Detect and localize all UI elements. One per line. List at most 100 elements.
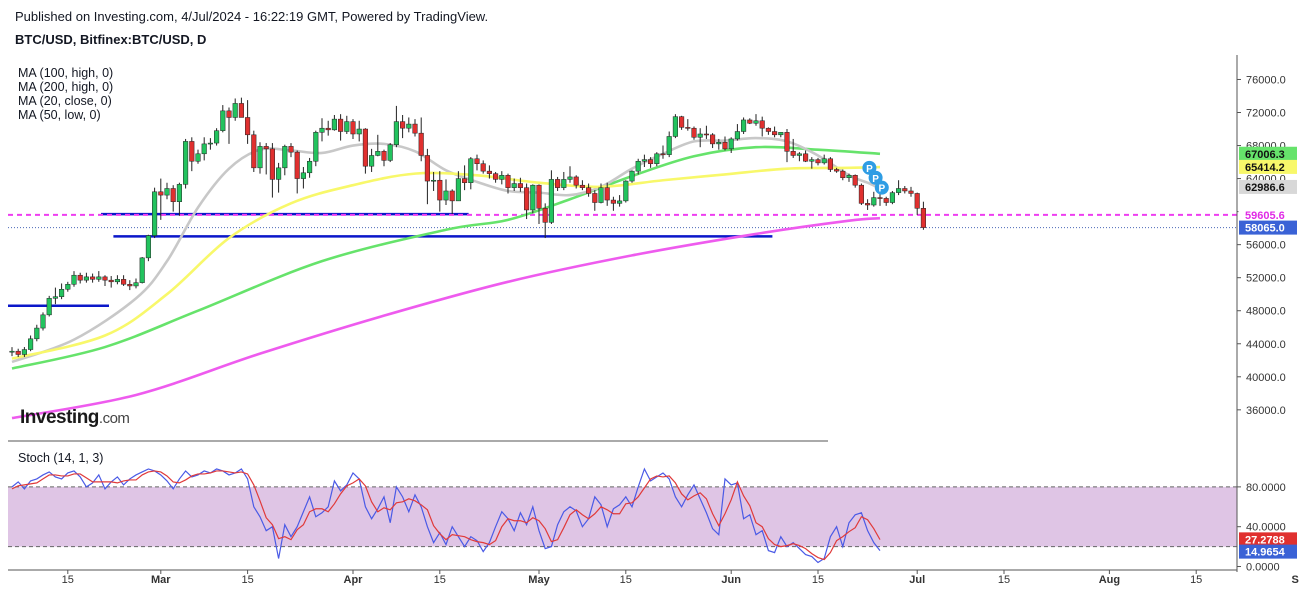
time-tick-label: Jul	[909, 574, 925, 586]
time-tick-label: Jun	[721, 574, 741, 586]
candle-body	[827, 158, 833, 170]
published-caption: Published on Investing.com, 4/Jul/2024 -…	[15, 9, 489, 24]
candle	[778, 132, 784, 138]
candle	[734, 124, 740, 141]
candle	[313, 130, 319, 167]
candle-body	[691, 127, 697, 138]
candle-body	[877, 197, 883, 199]
candle	[592, 190, 598, 211]
candle-body	[871, 197, 877, 206]
candle-body	[133, 282, 139, 287]
candle	[561, 171, 567, 191]
candle	[201, 137, 207, 161]
candle-body	[226, 110, 232, 118]
candle	[852, 174, 858, 188]
candle	[437, 171, 443, 212]
candle	[567, 166, 573, 183]
price-label-text: 58065.0	[1245, 223, 1285, 235]
time-tick-label: Mar	[151, 574, 171, 586]
candle	[914, 192, 920, 215]
candle	[431, 171, 437, 191]
candle-body	[617, 200, 623, 204]
candle-body	[139, 257, 145, 283]
candle	[356, 120, 362, 142]
candle	[300, 167, 306, 189]
candle	[815, 157, 821, 166]
candle	[586, 183, 592, 197]
price-tick-label: 72000.0	[1246, 108, 1286, 120]
candle	[486, 165, 492, 179]
stoch-k-line	[11, 467, 881, 564]
candle-body	[809, 159, 815, 162]
candle	[772, 126, 778, 138]
candle	[753, 114, 759, 126]
pivot-marker[interactable]	[874, 180, 889, 195]
candle	[164, 182, 170, 200]
candle	[617, 195, 623, 207]
candle-body	[263, 146, 269, 150]
candle	[59, 283, 65, 300]
candle	[920, 201, 926, 230]
candle	[883, 196, 889, 206]
legend-item-ma200: MA (200, high, 0)	[18, 80, 114, 94]
candle-body	[170, 188, 176, 202]
candle	[269, 143, 275, 198]
candle-body	[220, 110, 226, 131]
candle-body	[679, 116, 685, 128]
candle-body	[350, 121, 356, 135]
stoch-band	[8, 486, 1237, 547]
candle	[865, 199, 871, 210]
candle-body	[387, 144, 393, 161]
candle	[858, 183, 864, 206]
candle	[344, 115, 350, 134]
candle	[214, 128, 220, 146]
candle	[406, 117, 412, 133]
candle	[449, 189, 455, 215]
candle-body	[59, 289, 65, 297]
candle-body	[586, 187, 592, 194]
candle-body	[592, 193, 598, 203]
price-tick-label: 76000.0	[1246, 74, 1286, 86]
candle	[511, 178, 517, 191]
candle	[530, 184, 536, 214]
candle-body	[815, 159, 821, 164]
candle	[691, 126, 697, 140]
candle	[499, 171, 505, 185]
price-label-text: 65414.2	[1245, 162, 1285, 174]
candle-body	[52, 296, 58, 299]
candle	[542, 203, 548, 239]
candle	[648, 157, 654, 168]
candle	[288, 143, 294, 158]
candle	[827, 157, 833, 172]
candle-body	[710, 134, 716, 145]
candle	[834, 167, 840, 173]
candle-body	[573, 176, 579, 186]
candle	[548, 170, 554, 225]
candle-body	[127, 284, 133, 287]
candle	[245, 100, 251, 144]
candle	[474, 154, 480, 171]
candle-body	[102, 276, 108, 281]
candle-body	[288, 146, 294, 153]
candle-body	[300, 172, 306, 179]
candle-body	[641, 159, 647, 162]
stoch-value-text: 14.9654	[1245, 547, 1286, 559]
candle-body	[889, 192, 895, 203]
candle-body	[114, 279, 120, 283]
candle	[871, 191, 877, 207]
pivot-marker-label: P	[872, 174, 879, 185]
candle	[517, 177, 523, 192]
candle-body	[183, 141, 189, 185]
candle-body	[784, 132, 790, 152]
candle	[902, 186, 908, 194]
candle-body	[152, 191, 158, 236]
candle-body	[840, 170, 846, 179]
candle-body	[759, 120, 765, 129]
candle	[114, 275, 120, 285]
time-tick-label: Sep	[1292, 574, 1299, 586]
candle	[747, 118, 753, 125]
candle	[319, 118, 325, 142]
candle-body	[542, 208, 548, 223]
candle-body	[412, 123, 418, 134]
